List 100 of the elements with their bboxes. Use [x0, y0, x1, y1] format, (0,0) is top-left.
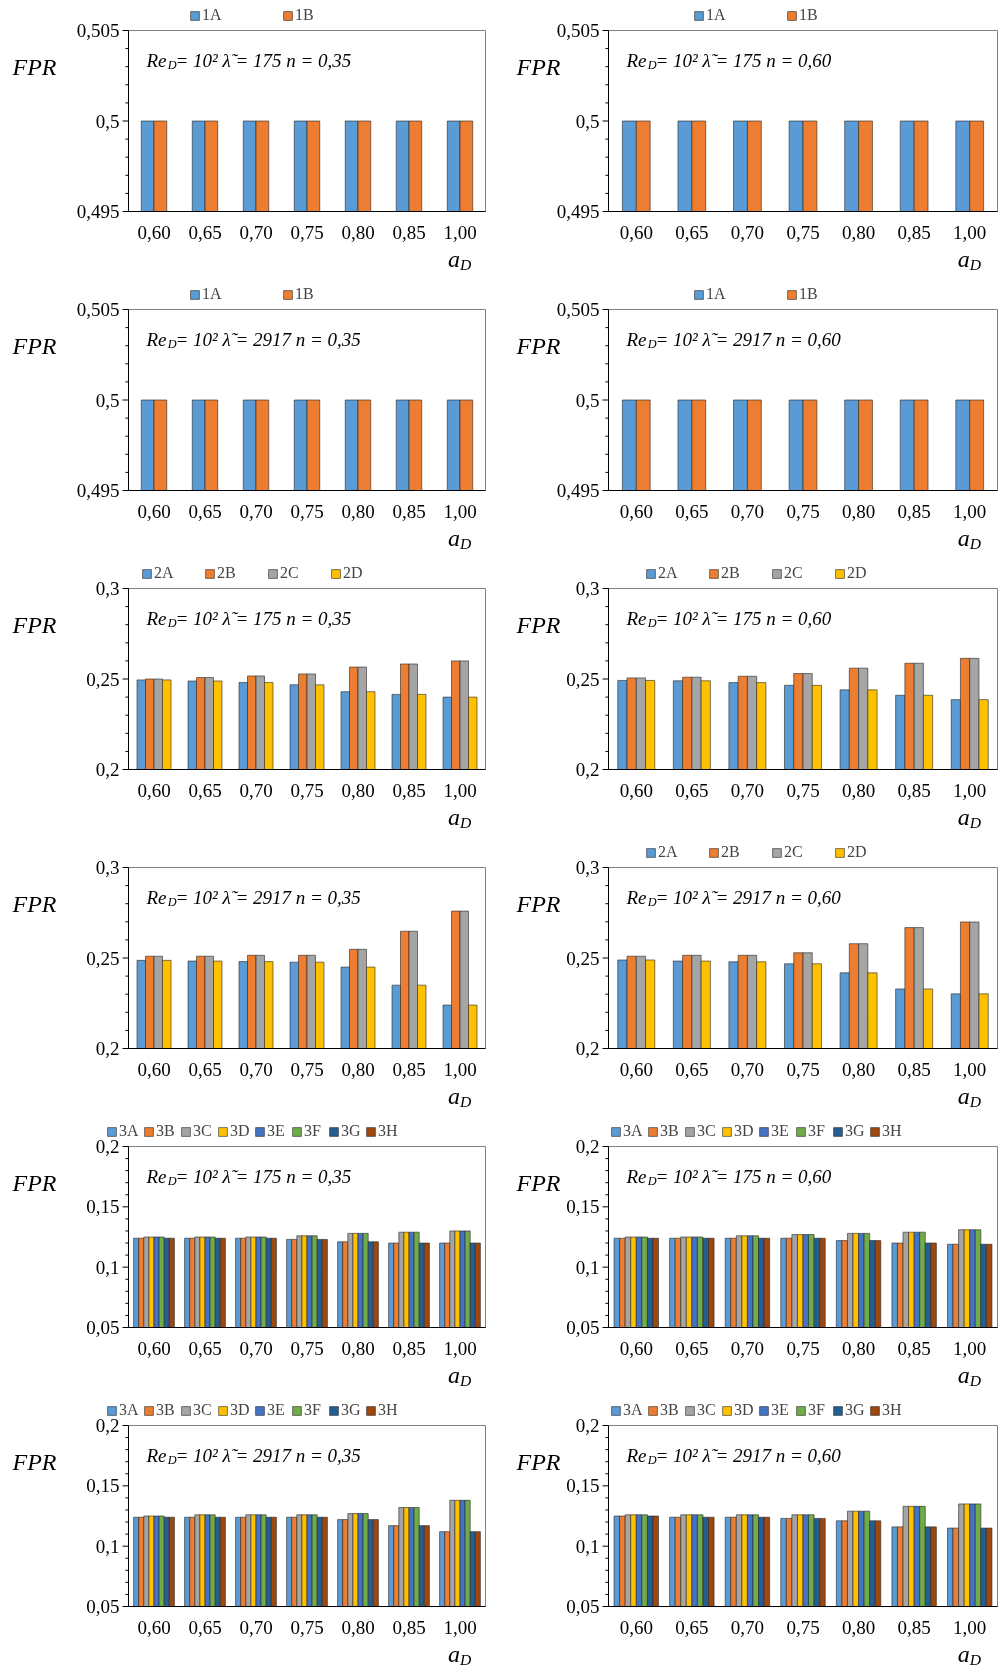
legend-label: 3G: [845, 1401, 865, 1419]
y-tick-label: 0,15: [86, 1196, 120, 1218]
y-tick-label: 0,2: [575, 759, 600, 780]
y-tick-label: 0,2: [95, 1415, 120, 1436]
x-tick-label: 0,80: [341, 1337, 375, 1359]
x-tick-label: 0,85: [392, 500, 426, 522]
legend-label: 3E: [771, 1122, 790, 1140]
y-tick-label: 0,1: [575, 1535, 600, 1557]
x-tick-label: 0,60: [619, 500, 653, 522]
legend-label: 3G: [341, 1122, 361, 1140]
y-axis-title: FPR: [11, 1448, 57, 1475]
legend-label: 2C: [280, 564, 300, 582]
x-tick-label: 0,70: [239, 1616, 273, 1638]
x-tick-label: 0,85: [897, 1337, 931, 1359]
x-tick-label: 1,00: [953, 1058, 987, 1080]
y-tick-label: 0,5: [95, 389, 120, 411]
legend-label: 3A: [623, 1122, 643, 1140]
x-tick-label: 0,60: [137, 221, 171, 243]
x-tick-label: 0,65: [675, 500, 709, 522]
legend-label: 3A: [119, 1122, 139, 1140]
y-tick-label: 0,05: [86, 1596, 120, 1617]
x-tick-label: 0,60: [619, 1616, 653, 1638]
legend-label: 3C: [697, 1401, 717, 1419]
legend-label: 2D: [343, 564, 363, 582]
x-tick-label: 0,85: [392, 779, 426, 801]
x-tick-label: 0,65: [675, 779, 709, 801]
x-tick-label: 0,70: [730, 500, 765, 522]
x-tick-label: 0,70: [239, 221, 273, 243]
x-tick-label: 0,70: [730, 1058, 765, 1080]
x-tick-label: 0,85: [897, 779, 931, 801]
x-tick-label: 0,75: [786, 221, 820, 243]
x-tick-label: 0,85: [897, 1058, 931, 1080]
legend-label: 3D: [734, 1401, 754, 1419]
y-tick-label: 0,05: [566, 1317, 600, 1338]
x-tick-label: 1,00: [953, 779, 987, 801]
x-tick-label: 0,85: [392, 1337, 426, 1359]
legend-label: 3H: [882, 1401, 902, 1419]
y-axis-title: FPR: [11, 53, 57, 80]
legend-label: 3B: [156, 1122, 176, 1140]
x-tick-label: 0,60: [619, 1058, 653, 1080]
x-tick-label: 1,00: [953, 1337, 987, 1359]
legend-label: 3E: [771, 1401, 790, 1419]
legend-label: 1A: [202, 285, 222, 303]
x-tick-label: 0,85: [897, 221, 931, 243]
x-tick-label: 0,65: [675, 221, 709, 243]
x-tick-label: 0,75: [786, 1616, 820, 1638]
x-tick-label: 0,75: [786, 500, 820, 522]
x-tick-label: 0,80: [841, 779, 876, 801]
x-tick-label: 0,80: [341, 779, 375, 801]
x-tick-label: 0,70: [730, 221, 765, 243]
y-tick-label: 0,505: [556, 299, 600, 320]
legend-label: 3B: [156, 1401, 176, 1419]
y-tick-label: 0,505: [556, 20, 600, 41]
x-tick-label: 0,85: [897, 500, 931, 522]
legend-label: 2D: [847, 564, 867, 582]
legend-label: 3H: [378, 1122, 398, 1140]
y-tick-label: 0,05: [566, 1596, 600, 1617]
legend-label: 3F: [304, 1401, 322, 1419]
legend-label: 3A: [119, 1401, 139, 1419]
x-tick-label: 0,70: [730, 779, 765, 801]
legend-label: 2A: [658, 843, 678, 861]
x-tick-label: 0,70: [239, 779, 273, 801]
x-tick-label: 0,70: [239, 500, 273, 522]
y-axis-title: FPR: [515, 611, 561, 638]
x-tick-label: 0,65: [675, 1337, 709, 1359]
y-tick-label: 0,2: [575, 1136, 600, 1157]
y-axis-title: FPR: [515, 890, 561, 917]
x-tick-label: 0,85: [392, 1058, 426, 1080]
x-tick-label: 0,65: [188, 1337, 222, 1359]
legend-label: 1B: [799, 285, 819, 303]
x-tick-label: 0,80: [341, 1058, 375, 1080]
y-tick-label: 0,25: [566, 668, 600, 690]
legend-label: 1B: [295, 285, 315, 303]
x-tick-label: 0,65: [675, 1616, 709, 1638]
legend-label: 3H: [378, 1401, 398, 1419]
x-tick-label: 0,80: [341, 221, 375, 243]
y-tick-label: 0,495: [76, 201, 120, 222]
y-tick-label: 0,2: [575, 1038, 600, 1059]
y-axis-title: FPR: [515, 1169, 561, 1196]
y-tick-label: 0,2: [95, 1136, 120, 1157]
legend-label: 2A: [658, 564, 678, 582]
y-tick-label: 0,25: [86, 668, 120, 690]
x-tick-label: 1,00: [953, 1616, 987, 1638]
legend-label: 3F: [808, 1401, 826, 1419]
x-tick-label: 0,75: [290, 221, 324, 243]
legend-label: 3G: [341, 1401, 361, 1419]
x-tick-label: 0,75: [290, 1058, 324, 1080]
x-tick-label: 0,85: [897, 1616, 931, 1638]
y-tick-label: 0,495: [76, 480, 120, 501]
legend-label: 3F: [304, 1122, 322, 1140]
x-tick-label: 0,75: [290, 500, 324, 522]
legend-label: 2B: [217, 564, 237, 582]
y-tick-label: 0,495: [556, 201, 600, 222]
x-tick-label: 0,70: [239, 1337, 273, 1359]
x-tick-label: 0,80: [341, 500, 375, 522]
x-tick-label: 0,80: [841, 1337, 876, 1359]
y-tick-label: 0,505: [76, 299, 120, 320]
y-tick-label: 0,15: [566, 1196, 600, 1218]
y-tick-label: 0,25: [86, 947, 120, 969]
legend-label: 3E: [267, 1122, 286, 1140]
